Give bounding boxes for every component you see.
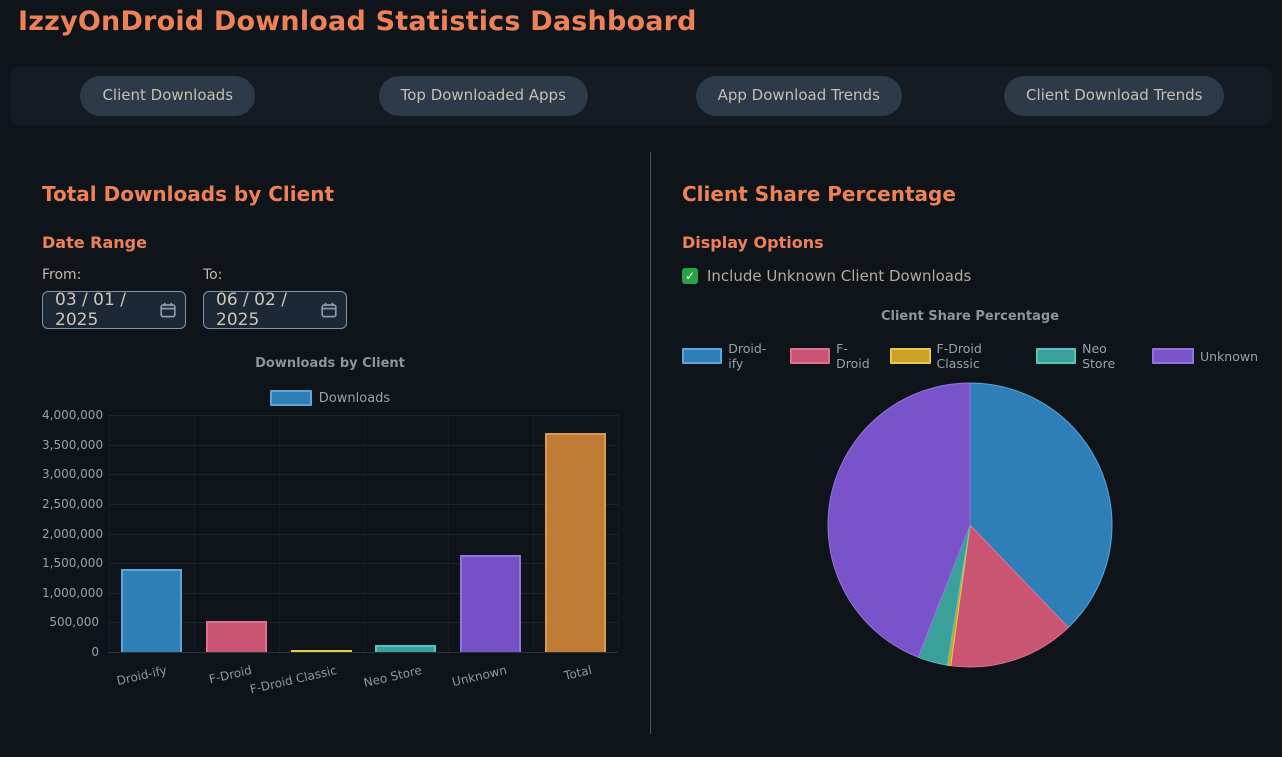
pie-legend-item-droid-ify[interactable]: Droid-ify — [682, 341, 779, 371]
tab-column: Client Download Trends — [957, 76, 1273, 116]
pie-legend-item-unknown[interactable]: Unknown — [1151, 348, 1258, 364]
bar-chart-title: Downloads by Client — [255, 356, 405, 371]
client-share-chart: Client Share Percentage Droid-ify F-Droid… — [682, 309, 1258, 675]
legend-swatch — [682, 348, 723, 364]
client-downloads-panel: Total Downloads by Client Date Range Fro… — [0, 152, 650, 734]
bar-f-droid[interactable] — [205, 620, 267, 652]
v-gridline — [618, 415, 619, 652]
bar-chart-plot-area: 0 500,000 1,000,000 1,500,000 2,000,000 2,500… — [42, 408, 619, 705]
legend-item-downloads[interactable]: Downloads — [269, 390, 391, 406]
h-gridline — [109, 533, 618, 535]
legend-label: Downloads — [318, 390, 391, 406]
legend-label: Neo Store — [1082, 341, 1116, 371]
pie-chart-legend: Droid-ify F-Droid F-Droid Classic Neo Store… — [682, 341, 1258, 371]
pie-legend-item-f-droid-classic[interactable]: F-Droid Classic — [890, 341, 1025, 371]
from-date-field: From: 03 / 01 / 2025 — [42, 267, 186, 330]
tab-column: Client Downloads — [10, 76, 326, 116]
tab-top-downloaded-apps[interactable]: Top Downloaded Apps — [378, 76, 588, 116]
from-date-value: 03 / 01 / 2025 — [55, 290, 126, 330]
y-axis-tick: 0 — [91, 645, 99, 659]
h-gridline — [109, 563, 618, 565]
bar-neo-store[interactable] — [375, 644, 437, 652]
tab-column: Top Downloaded Apps — [326, 76, 642, 116]
legend-label: Unknown — [1199, 348, 1258, 364]
pie-slice-droid-ify[interactable] — [969, 382, 1113, 629]
legend-swatch — [789, 348, 831, 364]
bar-unknown[interactable] — [460, 555, 522, 652]
check-glyph: ✓ — [684, 269, 696, 283]
h-gridline — [109, 592, 618, 594]
tab-client-downloads[interactable]: Client Downloads — [80, 76, 256, 116]
tab-column: App Download Trends — [641, 76, 957, 116]
y-axis-tick: 2,500,000 — [42, 496, 104, 511]
pie-slice-f-droid[interactable] — [950, 523, 1069, 668]
to-label: To: — [203, 267, 223, 283]
bar-chart-legend: Downloads — [42, 390, 618, 406]
pie-legend-item-f-droid[interactable]: F-Droid — [789, 341, 879, 371]
legend-swatch — [1151, 348, 1194, 364]
pie-chart-wrap — [682, 379, 1258, 675]
bar-droid-ify[interactable] — [120, 569, 182, 652]
calendar-icon[interactable] — [160, 302, 176, 318]
left-panel-title: Total Downloads by Client — [42, 182, 335, 206]
h-gridline — [109, 503, 618, 505]
calendar-icon[interactable] — [321, 302, 337, 318]
display-options-heading: Display Options — [682, 233, 824, 252]
date-range-heading: Date Range — [42, 233, 147, 252]
to-date-field: To: 06 / 02 / 2025 — [203, 267, 347, 330]
tab-app-download-trends[interactable]: App Download Trends — [695, 76, 902, 116]
y-axis-tick: 4,000,000 — [42, 408, 104, 422]
y-axis-tick: 3,000,000 — [42, 467, 104, 482]
y-axis-tick: 500,000 — [49, 615, 99, 630]
to-date-value: 06 / 02 / 2025 — [216, 290, 287, 330]
h-gridline — [109, 415, 618, 416]
right-panel-title: Client Share Percentage — [682, 182, 956, 206]
to-date-input[interactable]: 06 / 02 / 2025 — [203, 290, 347, 330]
h-gridline — [109, 474, 618, 476]
h-gridline — [109, 622, 618, 624]
checkbox-checked-icon[interactable]: ✓ — [682, 268, 698, 284]
legend-swatch — [1035, 348, 1077, 364]
pie-slice-unknown[interactable] — [827, 382, 971, 658]
header: IzzyOnDroid Download Statistics Dashboar… — [0, 6, 1282, 37]
main-content: Total Downloads by Client Date Range Fro… — [0, 152, 1282, 734]
y-axis-tick: 2,000,000 — [42, 526, 104, 541]
pie-chart-title: Client Share Percentage — [880, 309, 1060, 324]
y-axis-tick: 1,500,000 — [42, 556, 104, 571]
h-gridline — [109, 444, 618, 446]
bar-total[interactable] — [545, 432, 607, 652]
checkbox-label: Include Unknown Client Downloads — [707, 267, 972, 285]
from-label: From: — [42, 267, 82, 283]
legend-label: Droid-ify — [728, 341, 767, 371]
tab-bar: Client Downloads Top Downloaded Apps App… — [10, 67, 1272, 125]
bar-f-droid-classic[interactable] — [290, 650, 352, 652]
page-title: IzzyOnDroid Download Statistics Dashboar… — [18, 6, 697, 37]
legend-swatch — [890, 348, 931, 364]
pie-chart — [827, 382, 1113, 668]
y-axis-tick: 1,000,000 — [42, 585, 104, 600]
tab-client-download-trends[interactable]: Client Download Trends — [1004, 76, 1225, 116]
legend-swatch — [269, 390, 312, 406]
client-share-panel: Client Share Percentage Display Options … — [650, 152, 1282, 734]
from-date-input[interactable]: 03 / 01 / 2025 — [42, 290, 186, 330]
legend-label: F-Droid Classic — [936, 341, 982, 371]
pie-legend-item-neo-store[interactable]: Neo Store — [1035, 341, 1141, 371]
include-unknown-checkbox-row[interactable]: ✓ Include Unknown Client Downloads — [682, 267, 1258, 285]
y-axis-tick: 3,500,000 — [42, 437, 104, 452]
legend-label: F-Droid — [836, 341, 870, 371]
h-gridline — [109, 652, 618, 653]
downloads-by-client-chart: Downloads by Client Downloads 0 500,000 1,… — [42, 356, 619, 705]
date-range-row: From: 03 / 01 / 2025 To: 06 / 02 / 2025 — [42, 267, 624, 330]
